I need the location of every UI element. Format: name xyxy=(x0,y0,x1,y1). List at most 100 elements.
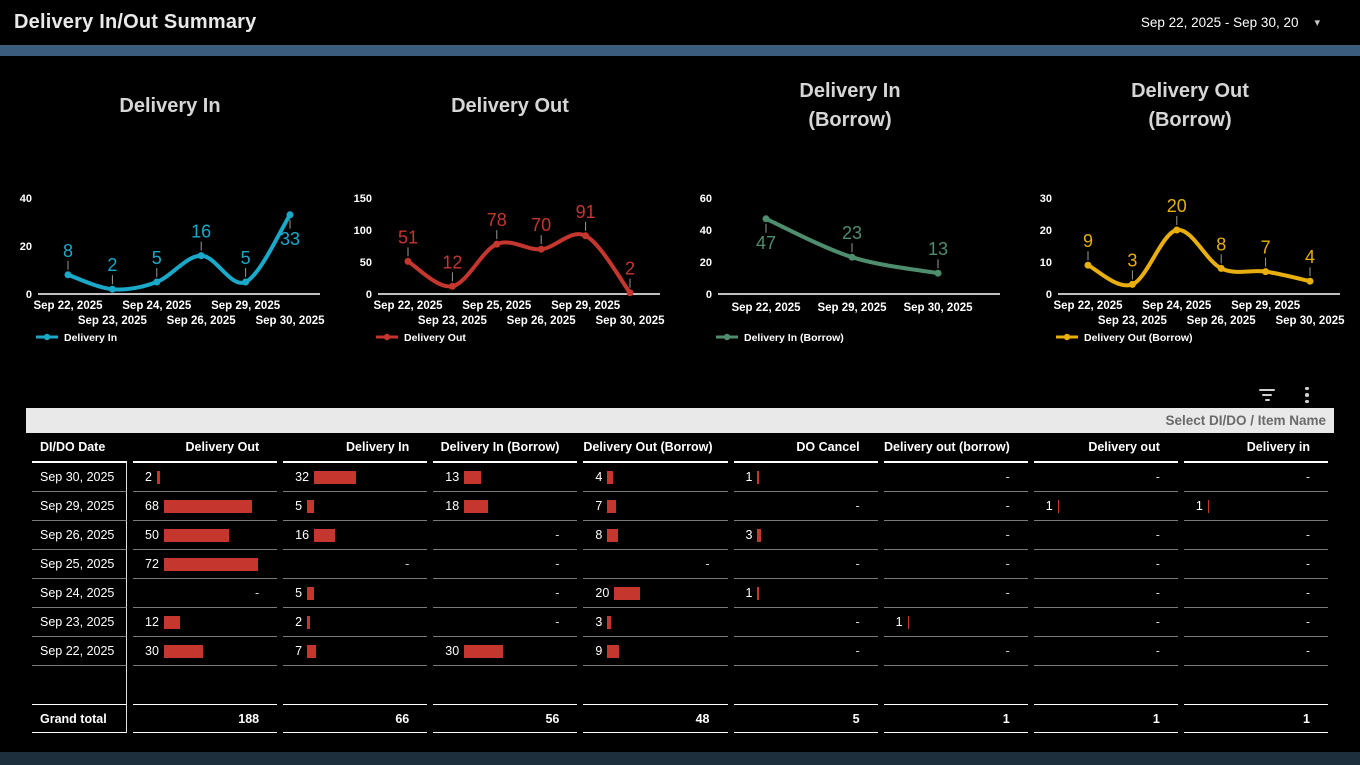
svg-text:0: 0 xyxy=(366,289,372,301)
date-range-control[interactable]: Sep 22, 2025 - Sep 30, 20 ▾ xyxy=(1141,15,1320,30)
table-cell[interactable]: - xyxy=(883,492,1028,521)
column-header-delivery-in[interactable]: Delivery in xyxy=(1183,433,1328,463)
table-cell[interactable]: - xyxy=(883,463,1028,492)
table-cell[interactable]: 50 xyxy=(133,521,278,550)
table-cell[interactable]: - xyxy=(1183,608,1328,637)
table-cell[interactable]: 13 xyxy=(433,463,578,492)
accent-divider xyxy=(0,45,1360,56)
table-cell[interactable]: 9 xyxy=(583,637,728,666)
table-header-row: DI/DO Date Delivery Out Delivery In Deliver… xyxy=(32,433,1328,463)
table-cell[interactable]: - xyxy=(733,492,878,521)
table-cell[interactable]: 5 xyxy=(283,579,428,608)
table-filter-bar[interactable]: Select DI/DO / Item Name xyxy=(26,408,1334,433)
table-cell[interactable]: 30 xyxy=(133,637,278,666)
svg-text:Sep 29, 2025: Sep 29, 2025 xyxy=(817,302,887,314)
column-header-delivery-in-borrow[interactable]: Delivery In (Borrow) xyxy=(433,433,578,463)
table-cell[interactable]: - xyxy=(1183,550,1328,579)
table-cell[interactable]: 1 xyxy=(883,608,1028,637)
column-header-di-do-date[interactable]: DI/DO Date xyxy=(32,433,127,463)
table-cell[interactable]: 20 xyxy=(583,579,728,608)
svg-text:13: 13 xyxy=(928,239,948,259)
table-cell[interactable]: - xyxy=(1033,608,1178,637)
row-date[interactable]: Sep 22, 2025 xyxy=(32,637,127,666)
svg-text:12: 12 xyxy=(442,252,462,272)
chart-plot[interactable]: 0 50 100 150 51 12 78 70 91 2 Sep 22, 2025 Sep 23, … xyxy=(340,194,680,346)
table-cell[interactable]: 68 xyxy=(133,492,278,521)
table-cell[interactable]: - xyxy=(1183,521,1328,550)
data-bar xyxy=(314,528,335,542)
table-cell[interactable]: - xyxy=(433,579,578,608)
more-options-icon[interactable] xyxy=(1296,384,1318,406)
row-date[interactable]: Sep 29, 2025 xyxy=(32,492,127,521)
svg-text:33: 33 xyxy=(280,229,300,249)
column-header-delivery-in[interactable]: Delivery In xyxy=(283,433,428,463)
svg-text:47: 47 xyxy=(756,233,776,253)
chart-plot[interactable]: 0 20 40 60 47 23 13 Sep 22, 2025 Sep 29, 2025 Sep… xyxy=(680,194,1020,346)
table-cell[interactable]: - xyxy=(283,550,428,579)
table-cell[interactable]: - xyxy=(1183,637,1328,666)
table-cell[interactable]: 7 xyxy=(583,492,728,521)
table-cell[interactable]: - xyxy=(433,608,578,637)
row-date[interactable]: Sep 30, 2025 xyxy=(32,463,127,492)
column-header-delivery-out[interactable]: Delivery Out xyxy=(133,433,278,463)
grand-total-value: 66 xyxy=(283,704,428,733)
table-cell[interactable]: - xyxy=(1033,579,1178,608)
table-cell[interactable]: 12 xyxy=(133,608,278,637)
table-cell[interactable]: 2 xyxy=(133,463,278,492)
svg-text:4: 4 xyxy=(1305,247,1315,267)
column-header-delivery-out[interactable]: Delivery out xyxy=(1033,433,1178,463)
table-cell[interactable]: - xyxy=(1033,637,1178,666)
table-cell[interactable]: 1 xyxy=(1183,492,1328,521)
table-cell[interactable]: 5 xyxy=(283,492,428,521)
table-cell[interactable]: - xyxy=(733,637,878,666)
table-cell[interactable]: 3 xyxy=(583,608,728,637)
svg-text:Sep 29, 2025: Sep 29, 2025 xyxy=(211,300,281,312)
column-header-delivery-out-borrow[interactable]: Delivery Out (Borrow) xyxy=(583,433,728,463)
table-cell[interactable]: - xyxy=(883,579,1028,608)
data-bar xyxy=(607,644,620,658)
table-cell[interactable]: - xyxy=(733,550,878,579)
table-cell[interactable]: 8 xyxy=(583,521,728,550)
table-cell[interactable]: 72 xyxy=(133,550,278,579)
table-cell[interactable]: - xyxy=(1183,463,1328,492)
table-cell[interactable]: - xyxy=(433,521,578,550)
column-header-delivery-out-borrow[interactable]: Delivery out (borrow) xyxy=(883,433,1028,463)
table-cell[interactable]: 4 xyxy=(583,463,728,492)
table-cell[interactable]: - xyxy=(883,521,1028,550)
chart-plot[interactable]: 0 20 40 8 2 5 16 5 33 Sep 22, 2025 Sep 23, 2025 Sep… xyxy=(0,194,340,346)
chart-delivery-in: Delivery In 0 20 40 8 2 5 16 5 33 Sep 22, 2025 Sep … xyxy=(0,62,340,346)
chart-plot[interactable]: 0 10 20 30 9 3 20 8 7 4 Sep 22, 2025 Sep 23, 2025 Se… xyxy=(1020,194,1360,346)
data-bar xyxy=(607,499,617,513)
svg-text:70: 70 xyxy=(531,215,551,235)
table-cell[interactable]: 2 xyxy=(283,608,428,637)
table-cell[interactable]: - xyxy=(133,579,278,608)
table-cell[interactable]: 1 xyxy=(733,579,878,608)
table-cell[interactable]: - xyxy=(433,550,578,579)
table-cell[interactable]: 30 xyxy=(433,637,578,666)
row-date[interactable]: Sep 24, 2025 xyxy=(32,579,127,608)
column-header-do-cancel[interactable]: DO Cancel xyxy=(733,433,878,463)
table-cell[interactable]: 1 xyxy=(733,463,878,492)
chart-title: Delivery In (Borrow) xyxy=(799,80,901,131)
table-cell[interactable]: - xyxy=(1033,463,1178,492)
table-cell[interactable]: - xyxy=(1033,521,1178,550)
table-cell[interactable]: 18 xyxy=(433,492,578,521)
filter-icon[interactable] xyxy=(1256,384,1278,406)
table-cell[interactable]: - xyxy=(583,550,728,579)
table-cell[interactable]: - xyxy=(1183,579,1328,608)
table-cell[interactable]: 32 xyxy=(283,463,428,492)
table-cell[interactable]: - xyxy=(883,637,1028,666)
table-cell[interactable]: 3 xyxy=(733,521,878,550)
table-cell[interactable]: - xyxy=(883,550,1028,579)
table-cell[interactable]: 7 xyxy=(283,637,428,666)
data-bar xyxy=(163,615,180,629)
grand-total-row: Grand total 188 66 56 48 5 1 1 1 xyxy=(32,704,1328,733)
table-cell[interactable]: - xyxy=(1033,550,1178,579)
row-date[interactable]: Sep 26, 2025 xyxy=(32,521,127,550)
chart-delivery-out: Delivery Out 0 50 100 150 51 12 78 70 91 2 Sep 22, … xyxy=(340,62,680,346)
row-date[interactable]: Sep 25, 2025 xyxy=(32,550,127,579)
table-cell[interactable]: 1 xyxy=(1033,492,1178,521)
row-date[interactable]: Sep 23, 2025 xyxy=(32,608,127,637)
table-cell[interactable]: 16 xyxy=(283,521,428,550)
table-cell[interactable]: - xyxy=(733,608,878,637)
